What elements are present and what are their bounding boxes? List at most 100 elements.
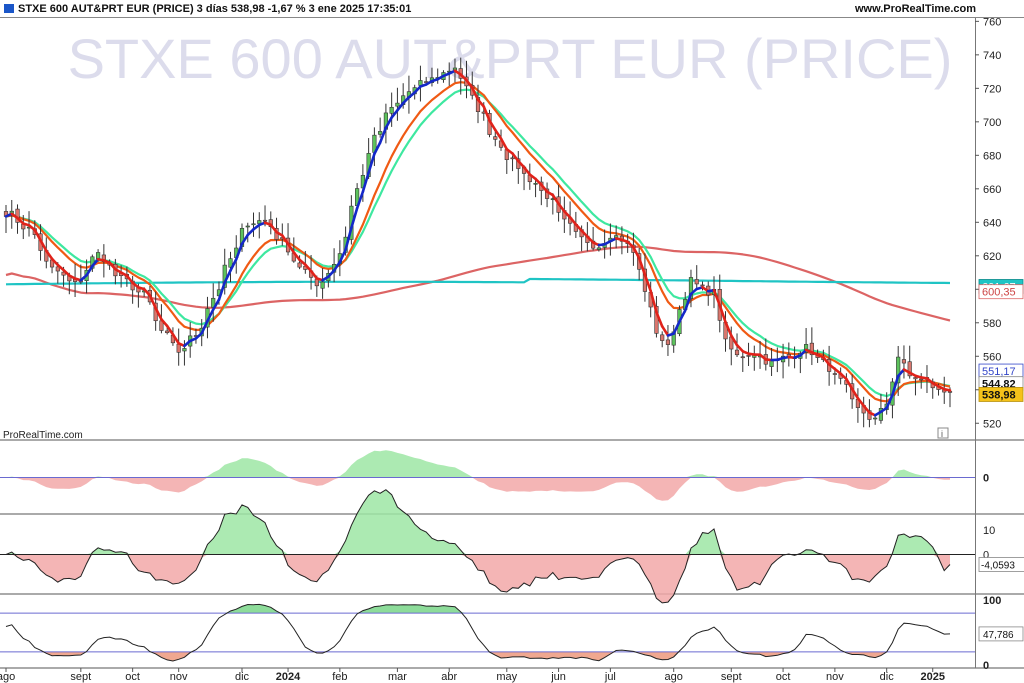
candle-body <box>245 225 250 228</box>
x-tick-label: jul <box>604 671 616 683</box>
y-tick-label: 640 <box>983 217 1001 229</box>
trend-line-segment <box>850 387 860 400</box>
info-icon-glyph: i <box>941 429 943 439</box>
site-link[interactable]: www.ProRealTime.com <box>854 3 976 15</box>
osc3-value-box <box>978 626 1024 642</box>
trend-line-segment <box>160 318 169 328</box>
candle-body <box>165 330 170 334</box>
trend-line-segment <box>165 324 175 336</box>
candle-body <box>251 223 256 226</box>
osc3-value-label: 47,786 <box>978 626 1024 642</box>
candle-body <box>510 157 515 160</box>
osc2-tick-label: 0 <box>983 550 989 562</box>
candle <box>493 129 498 147</box>
trend-line-segment <box>350 206 359 230</box>
trend-line-segment <box>580 229 589 238</box>
candle <box>591 226 596 251</box>
x-tick-label: oct <box>776 671 791 683</box>
y-tick-label: 720 <box>983 83 1001 95</box>
candle <box>228 251 233 283</box>
trend-line-segment <box>384 116 393 130</box>
x-tick-label: 2025 <box>920 671 944 683</box>
trend-line-segment <box>632 245 641 260</box>
trend-line-segment <box>626 240 635 249</box>
candle <box>694 265 699 290</box>
trend-line-segment <box>309 269 319 280</box>
trend-line-segment <box>839 372 848 381</box>
trend-line-segment <box>476 98 486 108</box>
trend-line-segment <box>799 348 808 357</box>
candle <box>740 350 745 372</box>
trend-line-segment <box>200 319 209 335</box>
candle <box>769 347 774 377</box>
trend-line-segment <box>465 78 474 90</box>
trend-line-segment <box>286 242 296 254</box>
candle <box>855 388 860 423</box>
x-tick-label: ago <box>0 671 15 683</box>
price-label-box <box>978 387 1024 402</box>
info-icon <box>937 427 949 439</box>
candle <box>913 375 918 396</box>
candle <box>878 393 884 424</box>
price-label-text: 600,35 <box>982 287 1016 299</box>
trend-line-segment <box>229 257 238 272</box>
candle-body <box>740 356 745 359</box>
ema-line <box>5 81 951 403</box>
candle <box>516 151 521 184</box>
trend-line-segment <box>724 320 733 337</box>
trend-line-segment <box>280 234 290 246</box>
trend-line-segment <box>373 141 382 156</box>
candle-body <box>262 219 268 222</box>
trend-line-segment <box>470 86 480 102</box>
trend-line-segment <box>459 73 468 82</box>
candle-body <box>694 279 699 285</box>
candle <box>896 345 901 396</box>
y-tick-label: 580 <box>983 318 1001 330</box>
candle-body <box>395 102 400 107</box>
trend-line-segment <box>551 193 560 206</box>
candle-body <box>665 339 671 345</box>
price-label: 538,98 <box>978 387 1024 402</box>
candle <box>861 396 866 428</box>
osc2-positive-area <box>6 489 950 555</box>
candle <box>539 176 544 206</box>
trend-line-segment <box>217 281 227 301</box>
y-tick-label: 700 <box>983 117 1001 129</box>
candle-body <box>746 355 751 357</box>
trend-line-segment <box>401 96 411 105</box>
trend-line-segment <box>154 306 163 321</box>
price-label-text: 538,98 <box>982 389 1016 401</box>
x-tick-label: nov <box>170 671 188 683</box>
trend-line-segment <box>211 298 221 311</box>
trend-line-segment <box>499 137 509 151</box>
candle <box>389 92 394 127</box>
trend-line-segment <box>16 216 25 225</box>
candle-body <box>688 277 694 299</box>
trend-line-segment <box>396 101 405 112</box>
candle <box>873 415 878 425</box>
osc2-line <box>5 489 951 604</box>
trend-line-segment <box>62 268 71 277</box>
candle-body <box>660 334 665 341</box>
trend-line-segment <box>367 152 376 174</box>
trend-line-segment <box>234 242 244 261</box>
trend-line-segment <box>108 261 117 271</box>
candle <box>901 345 907 379</box>
candle <box>504 147 509 174</box>
candle-body <box>418 80 423 86</box>
candle <box>752 345 757 371</box>
trend-line-segment <box>39 238 48 253</box>
ma-flat-line <box>5 277 951 286</box>
candle <box>251 212 256 237</box>
osc2-value-box <box>978 557 1024 572</box>
candle-body <box>907 361 912 377</box>
candle-body <box>61 271 66 276</box>
candle-body <box>919 378 924 381</box>
trend-line-segment <box>511 152 520 163</box>
candle-body <box>176 343 181 353</box>
candle-body <box>804 344 809 353</box>
trend-line-segment <box>891 374 900 397</box>
osc1-positive-area <box>6 450 950 478</box>
candle-body <box>228 258 233 268</box>
